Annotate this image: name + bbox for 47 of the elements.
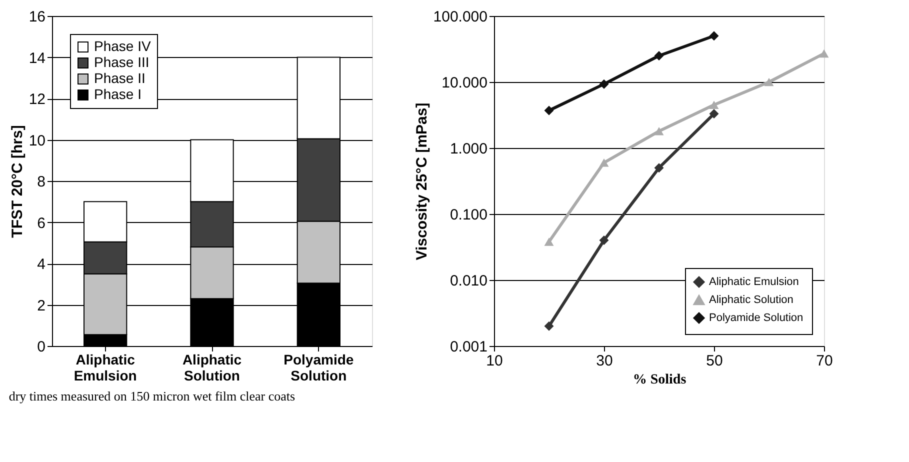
point bbox=[819, 49, 829, 58]
point bbox=[654, 127, 664, 136]
y-tick-label: 10.000 bbox=[442, 74, 488, 92]
legend-label: Aliphatic Solution bbox=[709, 294, 794, 306]
point bbox=[544, 106, 554, 116]
y-axis-title: TFST 20°C [hrs] bbox=[8, 125, 26, 238]
legend-label: Phase I bbox=[94, 86, 142, 102]
legend-label: Aliphatic Emulsion bbox=[709, 276, 799, 288]
y-tick-label: 0.001 bbox=[450, 338, 488, 356]
y-tick-label: 14 bbox=[28, 50, 46, 67]
x-tick-label: 50 bbox=[706, 352, 723, 370]
x-tick-label: Aliphatic Solution bbox=[182, 352, 242, 384]
point bbox=[709, 109, 719, 119]
y-tick-label: 0.100 bbox=[450, 206, 488, 224]
point bbox=[709, 100, 719, 109]
text: dry times measured on 150 micron wet film clear coats bbox=[8, 388, 296, 404]
point bbox=[544, 238, 554, 246]
legend-label: Phase II bbox=[94, 70, 146, 86]
legend-label: Phase III bbox=[94, 54, 150, 70]
legend-label: Polyamide Solution bbox=[709, 312, 804, 324]
y-tick-label: 0.010 bbox=[450, 272, 488, 290]
y-tick-label: 12 bbox=[28, 91, 46, 108]
y-tick-label: 2 bbox=[37, 297, 46, 314]
x-tick-label: 70 bbox=[816, 352, 833, 370]
point bbox=[599, 79, 609, 89]
x-axis-title: % Solids bbox=[632, 372, 687, 388]
y-tick-label: 6 bbox=[37, 214, 46, 232]
x-tick-label: Aliphatic Emulsion bbox=[74, 352, 137, 384]
y-axis-title: Viscosity 25°C [mPas] bbox=[413, 102, 430, 260]
x-tick-label: 10 bbox=[486, 352, 503, 370]
point bbox=[654, 50, 664, 60]
x-tick-label: 30 bbox=[596, 352, 613, 370]
point bbox=[544, 321, 554, 331]
y-tick-label: 1.000 bbox=[450, 140, 488, 158]
y-tick-label: 0 bbox=[37, 338, 46, 356]
y-tick-label: 16 bbox=[28, 8, 46, 26]
y-tick-label: 8 bbox=[37, 174, 46, 190]
y-tick-label: 4 bbox=[37, 256, 46, 273]
y-tick-label: 100.000 bbox=[433, 8, 488, 26]
y-tick-label: 10 bbox=[28, 132, 46, 150]
legend-label: Phase IV bbox=[94, 38, 152, 54]
point bbox=[599, 158, 609, 167]
point bbox=[599, 236, 609, 246]
point bbox=[709, 31, 719, 41]
point bbox=[764, 78, 774, 86]
point bbox=[654, 163, 664, 173]
x-tick-label: Polyamide Solution bbox=[284, 352, 354, 384]
